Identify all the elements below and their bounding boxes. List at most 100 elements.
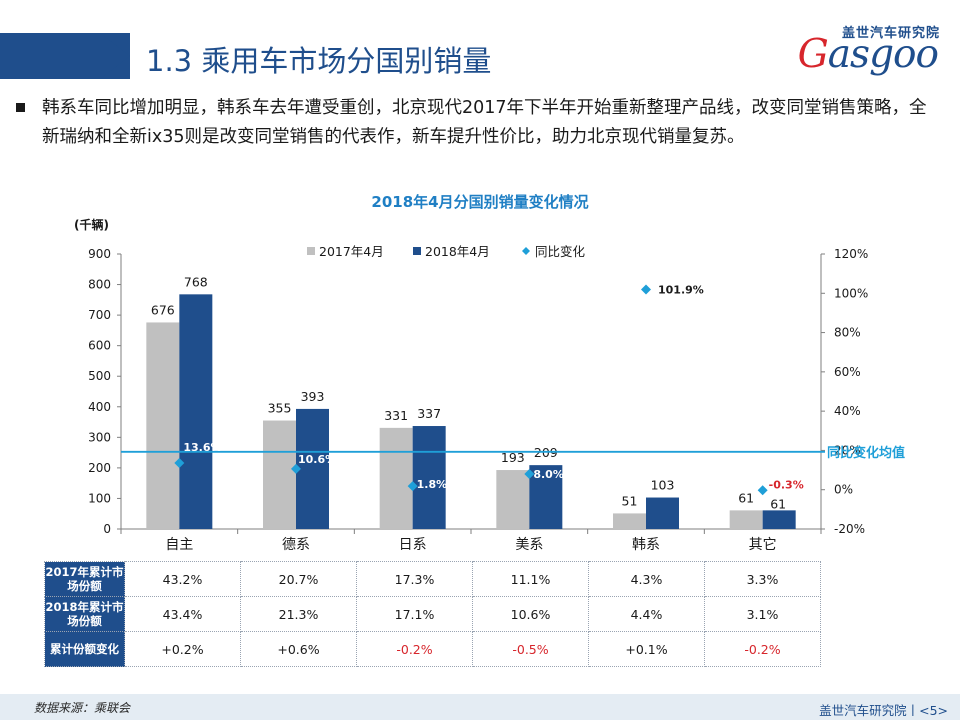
- bar-2017-label: 355: [268, 401, 292, 416]
- y-tick-label: 0: [103, 522, 111, 536]
- share-row-header: 2017年累计市场份额: [44, 561, 125, 597]
- share-cell: 43.2%: [124, 561, 241, 597]
- bar-2018: [179, 294, 213, 529]
- growth-marker: [641, 284, 651, 295]
- growth-marker: [407, 481, 418, 492]
- share-cell: 4.4%: [588, 596, 705, 632]
- bar-2017: [613, 513, 646, 529]
- y-tick-label: 700: [88, 308, 111, 322]
- share-cell: 3.1%: [704, 596, 821, 632]
- share-cell: +0.2%: [124, 631, 241, 667]
- bar-2018-label: 393: [301, 389, 325, 404]
- bar-2017-label: 676: [151, 302, 175, 317]
- growth-marker: [291, 463, 301, 474]
- sales-chart: (千辆) 0 100 200 300 400 500 600 700 800 900 -20% 0% 20…: [74, 217, 905, 553]
- share-cell: -0.2%: [704, 631, 821, 667]
- y-tick-label: 800: [88, 278, 111, 292]
- bar-2018: [762, 510, 796, 529]
- legend-2017-swatch: [307, 247, 315, 255]
- bar-2017-label: 193: [501, 450, 525, 465]
- y-tick-label: 200: [88, 461, 111, 475]
- share-cell: 43.4%: [124, 596, 241, 632]
- bullet-square-icon: [16, 103, 25, 112]
- bar-2017: [263, 420, 296, 529]
- y2-tick-label: 100%: [834, 286, 868, 300]
- logo-wordmark: asgoo: [827, 32, 939, 77]
- x-tick-label: 其它: [749, 536, 777, 553]
- growth-label: 10.6%: [298, 453, 336, 466]
- share-cell: +0.6%: [240, 631, 357, 667]
- gasgoo-logo: Gasgoo: [797, 32, 939, 77]
- y-tick-label: 400: [88, 400, 111, 414]
- bar-2018-label: 61: [770, 496, 786, 511]
- y-tick-label: 600: [88, 339, 111, 353]
- share-cell: 10.6%: [472, 596, 589, 632]
- share-cell: 20.7%: [240, 561, 357, 597]
- growth-label: -0.3%: [769, 478, 804, 491]
- share-cell: -0.2%: [356, 631, 473, 667]
- y2-tick-label: 60%: [834, 365, 861, 379]
- growth-label: 1.8%: [417, 478, 448, 491]
- bar-2018: [646, 497, 679, 529]
- bar-2017: [146, 322, 180, 529]
- legend-2017-label: 2017年4月: [319, 244, 384, 259]
- bar-2017-label: 331: [384, 408, 408, 423]
- bar-2018: [529, 465, 563, 529]
- bar-2018-label: 337: [417, 406, 441, 421]
- share-row-header: 2018年累计市场份额: [44, 596, 125, 632]
- legend-2018-label: 2018年4月: [425, 244, 490, 259]
- share-cell: 3.3%: [704, 561, 821, 597]
- bar-2018: [296, 408, 329, 529]
- chart-title: 2018年4月分国别销量变化情况: [371, 193, 589, 211]
- y-tick-label: 500: [88, 369, 111, 383]
- data-source: 数据来源：乘联会: [34, 701, 131, 715]
- share-cell: 17.3%: [356, 561, 473, 597]
- x-tick-label: 韩系: [632, 537, 660, 553]
- growth-label: 8.0%: [533, 468, 564, 481]
- y-axis-label: (千辆): [74, 217, 109, 232]
- bar-2017: [379, 427, 413, 529]
- growth-marker: [174, 458, 185, 468]
- share-cell: -0.5%: [472, 631, 589, 667]
- y2-tick-label: 0%: [834, 483, 853, 497]
- growth-label: 13.6%: [183, 441, 221, 454]
- x-tick-label: 自主: [165, 537, 193, 553]
- x-tick-label: 日系: [399, 537, 427, 553]
- bar-2018-label: 768: [184, 274, 208, 289]
- bullet-paragraph: 韩系车同比增加明显，韩系车去年遭受重创，北京现代2017年下半年开始重新整理产品…: [42, 98, 927, 147]
- growth-label: 101.9%: [658, 284, 704, 297]
- header-arrow-icon: [100, 33, 130, 79]
- y2-tick-label: -20%: [834, 522, 865, 536]
- growth-marker: [524, 469, 535, 479]
- x-tick-label: 德系: [282, 537, 310, 553]
- share-table-row: 2017年累计市场份额 43.2% 20.7% 17.3% 11.1% 4.3% 3.3%: [44, 561, 821, 597]
- bar-2017: [496, 470, 530, 529]
- legend-2018-swatch: [413, 247, 421, 255]
- y2-tick-label: 120%: [834, 247, 868, 261]
- y2-tick-label: 20%: [834, 443, 861, 457]
- share-cell: 4.3%: [588, 561, 705, 597]
- footer-org-page: 盖世汽车研究院丨<5>: [819, 703, 948, 718]
- share-cell: +0.1%: [588, 631, 705, 667]
- growth-marker: [757, 485, 768, 496]
- share-cell: 21.3%: [240, 596, 357, 632]
- share-row-header: 累计份额变化: [44, 631, 125, 667]
- x-tick-label: 美系: [515, 537, 543, 553]
- y-tick-label: 900: [88, 247, 111, 261]
- logo-org-name: 盖世汽车研究院: [841, 26, 940, 41]
- share-cell: 11.1%: [472, 561, 589, 597]
- footer-bar: [0, 694, 960, 720]
- legend-growth-swatch: [522, 247, 530, 255]
- y-tick-label: 300: [88, 430, 111, 444]
- bar-2017: [729, 510, 763, 529]
- bar-2017-label: 61: [738, 490, 754, 505]
- bar-2017-label: 51: [622, 493, 638, 508]
- logo-g-letter: G: [797, 32, 829, 77]
- average-growth-label: 同比变化均值: [827, 445, 905, 461]
- legend-growth-label: 同比变化: [535, 244, 586, 259]
- share-cell: 17.1%: [356, 596, 473, 632]
- share-table-row: 2018年累计市场份额 43.4% 21.3% 17.1% 10.6% 4.4% 3.1%: [44, 596, 821, 632]
- y2-tick-label: 80%: [834, 326, 861, 340]
- y-tick-label: 100: [88, 491, 111, 505]
- market-share-table: 2017年累计市场份额 43.2% 20.7% 17.3% 11.1% 4.3% 3.3% 2…: [44, 561, 821, 667]
